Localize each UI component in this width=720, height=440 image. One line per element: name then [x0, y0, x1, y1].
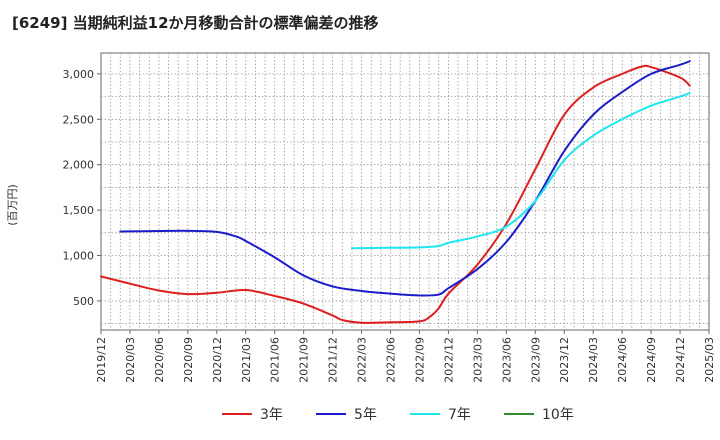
y-axis-ticks: 500 1,000 1,500 2,000 2,500 3,000	[63, 68, 101, 308]
y-tick-label: 2,500	[63, 113, 95, 126]
y-axis-label: (百万円)	[6, 184, 19, 226]
plot-frame	[100, 52, 710, 331]
grid-layer	[101, 53, 709, 330]
x-tick-label: 2023/09	[529, 337, 542, 383]
x-tick-label: 2022/12	[442, 337, 455, 383]
legend-label-2: 5年	[354, 407, 377, 423]
x-tick-label: 2022/03	[356, 337, 369, 383]
x-tick-label: 2020/06	[153, 337, 166, 383]
series-layer	[100, 60, 691, 324]
x-tick-label: 2025/03	[703, 337, 716, 383]
series-line-3	[350, 91, 691, 250]
x-tick-label: 2019/12	[95, 337, 108, 383]
y-tick-label: 2,000	[63, 159, 95, 172]
x-tick-label: 2024/12	[674, 337, 687, 383]
x-tick-label: 2023/12	[558, 337, 571, 383]
x-tick-label: 2021/09	[298, 337, 311, 383]
x-tick-label: 2023/03	[471, 337, 484, 383]
x-tick-label: 2022/06	[385, 337, 398, 383]
x-tick-label: 2024/03	[587, 337, 600, 383]
legend: 3年 5年 7年 10年	[222, 407, 574, 423]
x-tick-label: 2021/03	[240, 337, 253, 383]
y-tick-label: 1,500	[63, 204, 95, 217]
x-axis-ticks: 2019/12 2020/03 2020/06 2020/09 2020/12 2021/…	[95, 330, 716, 383]
y-tick-label: 3,000	[63, 68, 95, 81]
y-tick-label: 500	[73, 295, 94, 308]
x-tick-label: 2023/06	[500, 337, 513, 383]
x-tick-label: 2020/09	[182, 337, 195, 383]
x-tick-label: 2024/09	[645, 337, 658, 383]
chart-title: [6249] 当期純利益12か月移動合計の標準偏差の推移	[12, 14, 379, 32]
x-tick-label: 2022/09	[413, 337, 426, 383]
x-tick-label: 2024/06	[616, 337, 629, 383]
y-tick-label: 1,000	[63, 250, 95, 263]
x-tick-label: 2020/12	[211, 337, 224, 383]
legend-label-1: 3年	[260, 407, 283, 423]
series-line-2	[119, 60, 691, 297]
x-tick-label: 2021/06	[269, 337, 282, 383]
legend-label-3: 7年	[448, 407, 471, 423]
series-line-1	[100, 64, 691, 324]
legend-label-4: 10年	[542, 407, 574, 423]
x-tick-label: 2020/03	[124, 337, 137, 383]
x-tick-label: 2021/12	[327, 337, 340, 383]
